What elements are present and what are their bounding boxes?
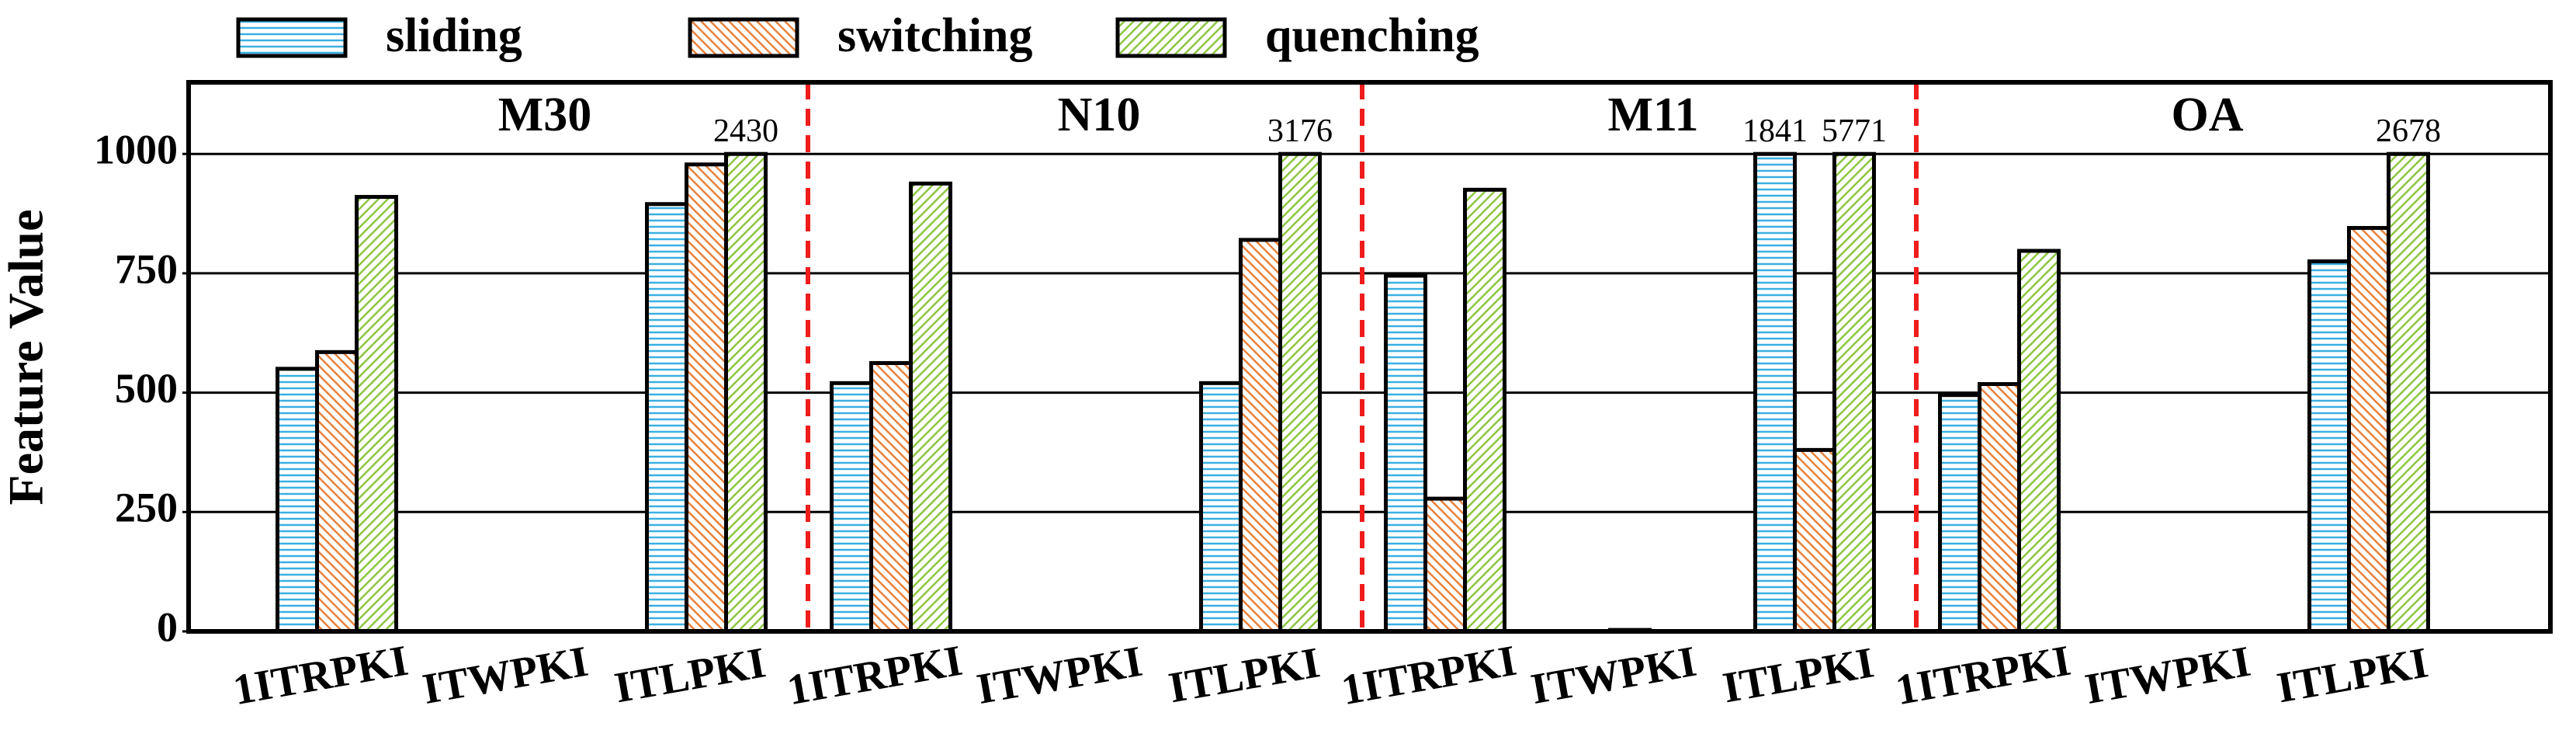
- panel-label: M30: [498, 89, 592, 141]
- bar: [2347, 226, 2391, 634]
- bar: [1384, 273, 1427, 634]
- legend-swatch: [1115, 17, 1227, 58]
- bar: [909, 181, 952, 634]
- bar: [869, 360, 913, 634]
- legend-label: sliding: [386, 9, 522, 62]
- x-tick-label: ITWPKI: [973, 638, 1146, 714]
- bar: [830, 381, 873, 634]
- bar: [355, 195, 398, 634]
- y-tick-label: 250: [115, 485, 178, 531]
- bar: [1793, 447, 1836, 634]
- x-tick-label: ITLPKI: [1165, 638, 1323, 712]
- legend-label: switching: [837, 9, 1032, 62]
- value-label: 1841: [1742, 113, 1808, 149]
- bar: [1423, 496, 1467, 634]
- bar: [276, 367, 319, 634]
- bar: [315, 349, 359, 634]
- bar: [685, 162, 728, 634]
- y-tick-label: 1000: [94, 127, 178, 173]
- x-tick-label: ITLPKI: [2273, 638, 2432, 712]
- bar: [1978, 382, 2021, 634]
- x-tick-label: ITLPKI: [611, 638, 769, 712]
- bar: [645, 202, 688, 634]
- legend-label: quenching: [1265, 9, 1479, 62]
- bar: [2387, 151, 2430, 634]
- legend-swatch: [236, 17, 348, 58]
- value-label: 3176: [1267, 113, 1333, 149]
- value-label: 5771: [1822, 113, 1887, 149]
- panel-label: OA: [2172, 89, 2244, 141]
- value-label: 2430: [713, 113, 778, 149]
- bar: [1463, 187, 1506, 634]
- x-tick-label: 1ITRPKI: [230, 637, 411, 715]
- x-tick-label: 1ITRPKI: [784, 637, 966, 715]
- x-tick-label: ITWPKI: [2082, 638, 2254, 714]
- x-tick-label: 1ITRPKI: [1892, 637, 2074, 715]
- x-tick-label: ITWPKI: [1527, 638, 1700, 714]
- legend-swatch: [688, 17, 799, 58]
- plot-frame: [186, 80, 2553, 634]
- bar: [1753, 151, 1797, 634]
- y-tick-label: 750: [115, 245, 178, 292]
- bar: [1239, 238, 1282, 634]
- bar: [1278, 151, 1322, 634]
- x-tick-label: 1ITRPKI: [1338, 637, 1520, 715]
- x-tick-label: ITWPKI: [419, 638, 591, 714]
- y-axis-label: Feature Value: [0, 209, 54, 505]
- bar: [1199, 381, 1243, 634]
- bar: [1938, 393, 1981, 634]
- y-tick-label: 0: [157, 603, 178, 650]
- y-tick-label: 500: [115, 365, 178, 412]
- bar: [2307, 259, 2351, 634]
- panel-label: N10: [1058, 89, 1141, 141]
- bar: [2017, 249, 2061, 634]
- x-tick-label: ITLPKI: [1719, 638, 1877, 712]
- value-label: 2678: [2376, 113, 2441, 149]
- bar: [1832, 151, 1876, 634]
- bar: [724, 151, 768, 634]
- panel-label: M11: [1607, 89, 1698, 141]
